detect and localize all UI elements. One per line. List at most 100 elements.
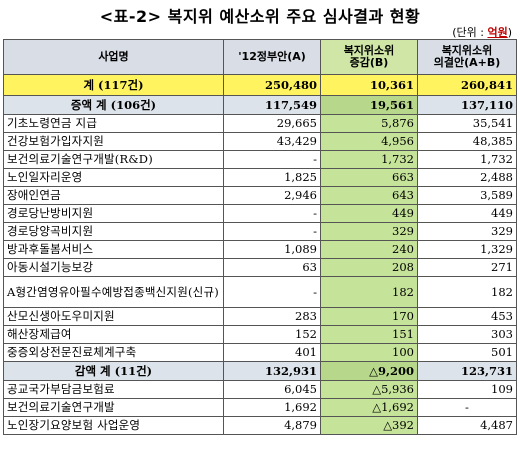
table-row: 장애인연금 2,946 643 3,589 [3,186,517,205]
row-change: 100 [320,343,418,362]
row-name: 노인장기요양보험 사업운영 [3,416,224,435]
row-budget: 63 [223,258,321,277]
row-name: 산모신생아도우미지원 [3,307,224,326]
table-row: 중증외상전문진료체계구축 401 100 501 [3,343,517,362]
table-row: 아동시설기능보강 63 208 271 [3,258,517,277]
row-result: 4,487 [417,416,517,435]
row-result: 3,589 [417,186,517,205]
row-result: 109 [417,380,517,399]
header-change-line2: 증감(B) [349,56,389,69]
row-budget: 29,665 [223,114,321,133]
row-budget: 283 [223,307,321,326]
row-name: 건강보험가입자지원 [3,132,224,151]
row-budget: 43,429 [223,132,321,151]
row-result: 449 [417,204,517,223]
row-result: 271 [417,258,517,277]
row-result: 2,488 [417,168,517,187]
unit-suffix: ) [507,26,512,39]
header-budget: '12정부안(A) [223,39,321,75]
row-budget: - [223,276,321,308]
table-row: 경로당양곡비지원 -329 329 [3,222,517,241]
table-row: 산모신생아도우미지원 283 170 453 [3,307,517,326]
header-change: 복지위소위 증감(B) [320,39,418,75]
row-change: 643 [320,186,418,205]
table-row: 해산장제급여 152 151 303 [3,325,517,344]
row-name: 장애인연금 [3,186,224,205]
decrease-name: 감액 계 (11건) [3,361,224,381]
row-change: 663 [320,168,418,187]
row-change: 208 [320,258,418,277]
row-result: 1,329 [417,240,517,259]
row-result: 501 [417,343,517,362]
table-row: 보건의료기술연구개발 1,692 △1,692- [3,398,517,417]
row-name: 노인일자리운영 [3,168,224,187]
decrease-change: △9,200 [320,361,418,381]
row-name: 공교국가부담금보험료 [3,380,224,399]
row-name: 경로당양곡비지원 [3,222,224,241]
increase-change: 19,561 [320,95,418,115]
table-row: A형간염영유아필수예방접종백신지원(신규) -182 182 [3,276,517,308]
row-change: 170 [320,307,418,326]
row-change: 240 [320,240,418,259]
row-change: 329 [320,222,418,241]
header-result-line2: 의결안(A+B) [433,56,501,69]
row-budget: - [223,150,321,169]
row-result: 329 [417,222,517,241]
row-name: 방과후돌봄서비스 [3,240,224,259]
row-budget: 401 [223,343,321,362]
row-change: 1,732 [320,150,418,169]
row-name: 경로당난방비지원 [3,204,224,223]
increase-name: 증액 계 (106건) [3,95,224,115]
page-title: <표-2> 복지위 예산소위 주요 심사결과 현황 [99,7,421,26]
header-name: 사업명 [3,39,224,75]
row-name: 기초노령연금 지급 [3,114,224,133]
row-name: 보건의료기술연구개발(R&D) [3,150,224,169]
unit-prefix: (단위 : [452,26,484,39]
row-result: 1,732 [417,150,517,169]
row-name: 해산장제급여 [3,325,224,344]
row-change: 182 [320,276,418,308]
row-change: 151 [320,325,418,344]
row-name: A형간염영유아필수예방접종백신지원(신규) [3,276,224,308]
table-row: 노인장기요양보험 사업운영 4,879 △392 4,487 [3,416,517,435]
table-row: 건강보험가입자지원 43,429 4,956 48,385 [3,132,517,151]
unit-note: (단위 : 억원) [452,24,512,40]
row-name: 아동시설기능보강 [3,258,224,277]
row-result: 182 [417,276,517,308]
table-row: 보건의료기술연구개발(R&D) -1,732 1,732 [3,150,517,169]
total-row: 계 (117건) 250,480 10,361 260,841 [3,74,517,96]
row-budget: 1,692 [223,398,321,417]
table-row: 노인일자리운영 1,825 663 2,488 [3,168,517,187]
row-budget: 1,089 [223,240,321,259]
header-result: 복지위소위 의결안(A+B) [417,39,517,75]
total-name: 계 (117건) [3,74,224,96]
row-budget: - [223,222,321,241]
row-budget: 1,825 [223,168,321,187]
unit-value: 억원 [487,26,508,39]
table-row: 공교국가부담금보험료 6,045 △5,936 109 [3,380,517,399]
row-result: 303 [417,325,517,344]
total-change: 10,361 [320,74,418,96]
header-result-line1: 복지위소위 [441,44,493,58]
increase-result: 137,110 [417,95,517,115]
row-change: 5,876 [320,114,418,133]
row-name: 중증외상전문진료체계구축 [3,343,224,362]
row-change: 449 [320,204,418,223]
row-budget: 4,879 [223,416,321,435]
row-budget: - [223,204,321,223]
row-name: 보건의료기술연구개발 [3,398,224,417]
table-row: 경로당난방비지원 -449 449 [3,204,517,223]
row-budget: 2,946 [223,186,321,205]
budget-table: 사업명 '12정부안(A) 복지위소위 증감(B) 복지위소위 의결안(A+B) 계… [3,39,517,435]
header-change-line1: 복지위소위 [343,44,395,58]
row-change: △392 [320,416,418,435]
row-budget: 152 [223,325,321,344]
row-budget: 6,045 [223,380,321,399]
increase-subtotal-row: 증액 계 (106건) 117,549 19,561 137,110 [3,95,517,115]
row-change: △1,692 [320,398,418,417]
row-result: 35,541 [417,114,517,133]
row-result: 48,385 [417,132,517,151]
total-budget: 250,480 [223,74,321,96]
table-row: 방과후돌봄서비스 1,089 240 1,329 [3,240,517,259]
decrease-budget: 132,931 [223,361,321,381]
